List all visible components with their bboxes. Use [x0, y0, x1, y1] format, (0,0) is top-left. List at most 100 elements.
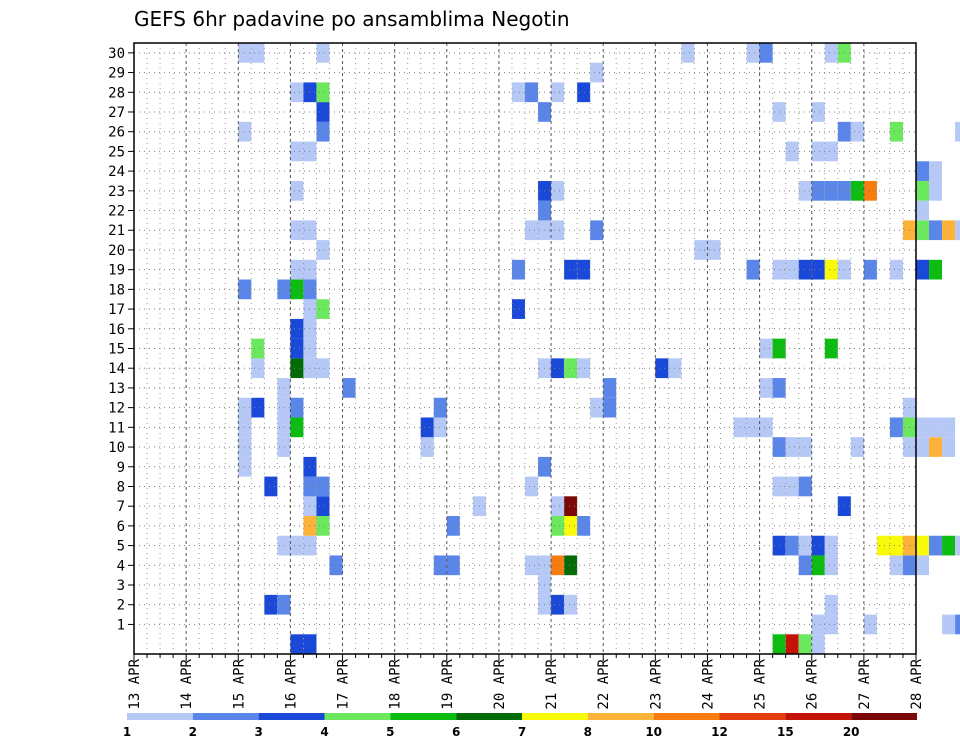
heatmap-cell	[694, 240, 708, 260]
heatmap-cell	[929, 161, 943, 181]
heatmap-cell	[290, 397, 304, 418]
y-tick-label: 28	[108, 85, 125, 101]
heatmap-cell	[446, 516, 460, 536]
heatmap-cells	[238, 43, 960, 654]
heatmap-cell	[277, 397, 291, 418]
x-tick-label: 24 APR	[700, 658, 716, 709]
heatmap-cell	[811, 180, 825, 201]
y-tick-label: 17	[108, 302, 125, 318]
heatmap-cell	[811, 555, 825, 576]
heatmap-cell	[551, 594, 565, 615]
heatmap-cell	[277, 378, 291, 398]
heatmap-cell	[798, 634, 812, 654]
heatmap-cell	[942, 614, 956, 635]
colorbar-label: 20	[843, 725, 860, 739]
heatmap-cell	[290, 535, 304, 556]
colorbar-label: 3	[254, 725, 262, 739]
heatmap-cell	[420, 437, 434, 457]
heatmap-cell	[433, 417, 447, 438]
heatmap-cell	[525, 220, 539, 241]
y-tick-label: 2	[117, 598, 125, 614]
heatmap-cell	[929, 220, 943, 241]
colorbar-swatch	[127, 713, 193, 720]
heatmap-cell	[785, 634, 799, 654]
heatmap-cell	[785, 535, 799, 556]
colorbar-label: 1	[123, 725, 131, 739]
heatmap-cell	[955, 614, 960, 635]
y-tick-label: 9	[117, 460, 125, 476]
heatmap-cell	[316, 240, 330, 260]
colorbar-swatch	[258, 713, 325, 720]
heatmap-cell	[746, 43, 760, 63]
heatmap-cell	[577, 516, 591, 536]
heatmap-cell	[316, 299, 330, 319]
heatmap-cell	[290, 180, 304, 201]
heatmap-cell	[433, 555, 447, 576]
heatmap-cell	[746, 259, 760, 280]
heatmap-cell	[955, 121, 960, 142]
colorbar-swatch	[390, 713, 457, 720]
heatmap-cell	[863, 180, 877, 201]
heatmap-cell	[863, 614, 877, 635]
colorbar-swatch	[522, 713, 588, 720]
colorbar-swatch	[456, 713, 522, 720]
colorbar-legend: 1 2 3 4 5 6 7 8 10 12 15 20	[123, 713, 917, 739]
heatmap-cell	[551, 180, 565, 201]
heatmap-cell	[316, 102, 330, 122]
heatmap-cell	[433, 397, 447, 418]
heatmap-cell	[929, 437, 943, 457]
heatmap-cell	[655, 358, 669, 379]
heatmap-cell	[316, 496, 330, 517]
heatmap-cell	[824, 259, 838, 280]
heatmap-cell	[707, 240, 721, 260]
heatmap-cell	[929, 180, 943, 201]
y-tick-label: 27	[108, 105, 125, 121]
x-tick-label: 26 APR	[805, 658, 821, 709]
x-axis: 13 APR 14 APR 15 APR 16 APR 17 APR 18 APR 19 A…	[127, 654, 925, 710]
y-tick-label: 23	[108, 184, 125, 200]
y-tick-label: 12	[108, 401, 125, 417]
y-tick-label: 6	[117, 519, 125, 535]
y-tick-label: 15	[108, 342, 125, 358]
heatmap-cell	[590, 397, 604, 418]
heatmap-cell	[916, 417, 930, 438]
heatmap-cell	[316, 358, 330, 379]
heatmap-cell	[551, 496, 565, 517]
heatmap-cell	[290, 634, 304, 654]
heatmap-cell	[511, 82, 525, 103]
y-tick-label: 26	[108, 125, 125, 141]
x-tick-label: 20 APR	[492, 658, 508, 709]
x-tick-label: 18 APR	[388, 658, 404, 709]
heatmap-cell	[811, 102, 825, 122]
x-tick-label: 17 APR	[336, 658, 352, 709]
heatmap-cell	[290, 318, 304, 339]
colorbar-label: 6	[452, 725, 460, 739]
heatmap-cell	[290, 259, 304, 280]
heatmap-cell	[316, 516, 330, 536]
heatmap-cell	[876, 535, 890, 556]
heatmap-cell	[525, 555, 539, 576]
heatmap-cell	[811, 535, 825, 556]
grid-lines	[134, 43, 916, 654]
heatmap-cell	[551, 555, 565, 576]
heatmap-cell	[824, 535, 838, 556]
x-tick-label: 19 APR	[440, 658, 456, 709]
colorbar-swatch	[587, 713, 654, 720]
heatmap-cell	[733, 417, 747, 438]
heatmap-cell	[824, 141, 838, 162]
y-tick-label: 19	[108, 263, 125, 279]
heatmap-cell	[251, 338, 265, 359]
x-tick-label: 13 APR	[127, 658, 143, 709]
heatmap-cell	[850, 437, 864, 457]
heatmap-cell	[551, 358, 565, 379]
heatmap-cell	[511, 259, 525, 280]
heatmap-cell	[850, 121, 864, 142]
heatmap-cell	[785, 141, 799, 162]
heatmap-cell	[329, 555, 343, 576]
colorbar-label: 7	[518, 725, 526, 739]
y-tick-label: 16	[108, 322, 125, 338]
heatmap-cell	[916, 161, 930, 181]
heatmap-cell	[759, 417, 773, 438]
heatmap-cell	[316, 43, 330, 63]
